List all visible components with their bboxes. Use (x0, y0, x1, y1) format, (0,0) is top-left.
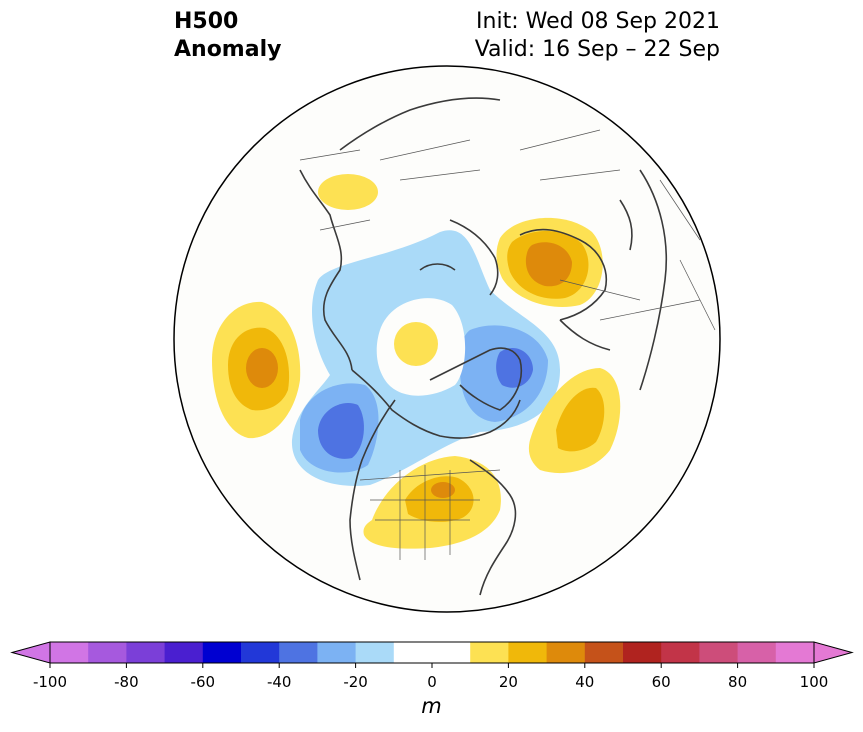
colorbar-segment (737, 642, 777, 663)
colorbar-tick-label: -40 (266, 673, 292, 691)
title-variable: H500 (174, 9, 239, 34)
anomaly-namerica-positive-3 (431, 482, 455, 498)
colorbar-segment (432, 642, 471, 663)
colorbar-segment (88, 642, 127, 663)
anomaly-greenland-negative-core (496, 348, 533, 388)
colorbar-segment (470, 642, 509, 663)
coastlines (299, 97, 668, 596)
borders (299, 129, 716, 560)
map-boundary (173, 65, 721, 613)
colorbar-extend-left (10, 641, 51, 664)
anomaly-russia-positive-3 (525, 242, 572, 287)
colorbar-extend-right (813, 641, 854, 664)
colorbar-segment (279, 642, 318, 663)
title-field: Anomaly (174, 37, 282, 62)
colorbar-segment (202, 642, 242, 663)
colorbar-segment (699, 642, 739, 663)
colorbar-tick-label: 0 (427, 673, 437, 691)
anomaly-asia-positive (318, 174, 378, 210)
colorbar-segment (317, 642, 357, 663)
init-date: Init: Wed 08 Sep 2021 (476, 9, 720, 34)
colorbar-segment (775, 642, 815, 663)
colorbar-segment (355, 642, 395, 663)
colorbar-tick-label: 60 (651, 673, 671, 691)
anomaly-atlantic-positive-2 (556, 387, 605, 452)
anomaly-alaska-negative-core (318, 402, 364, 459)
colorbar-tick-label: -80 (114, 673, 139, 691)
anomaly-namerica-positive-2 (405, 476, 474, 522)
colorbar-segment (546, 642, 586, 663)
colorbar-tick-label: 20 (498, 673, 518, 691)
colorbar-segment (661, 642, 700, 663)
colorbar-tick-label: -60 (190, 673, 216, 691)
colorbar (10, 641, 854, 668)
colorbar-unit-label: m (421, 694, 442, 718)
colorbar-segment (50, 642, 89, 663)
colorbar-segment (126, 642, 166, 663)
colorbar-tick-label: -20 (343, 673, 368, 691)
anomaly-pole-positive (394, 322, 438, 366)
chart-title-right: Init: Wed 08 Sep 2021 Valid: 16 Sep – 22… (475, 8, 720, 64)
valid-range: Valid: 16 Sep – 22 Sep (474, 37, 720, 62)
colorbar-segment (241, 642, 280, 663)
colorbar-segment (508, 642, 548, 663)
colorbar-segment (164, 642, 204, 663)
colorbar-tick-label: -100 (32, 673, 68, 691)
polar-map (173, 65, 721, 613)
chart-title-left: H500 Anomaly (174, 8, 281, 64)
anomaly-pacific-positive-3 (246, 348, 278, 388)
colorbar-segment (393, 642, 433, 663)
colorbar-tick-label: 40 (575, 673, 595, 691)
colorbar-tick-label: 100 (799, 673, 829, 691)
colorbar-segment (584, 642, 624, 663)
colorbar-segment (623, 642, 662, 663)
colorbar-tick-label: 80 (728, 673, 748, 691)
